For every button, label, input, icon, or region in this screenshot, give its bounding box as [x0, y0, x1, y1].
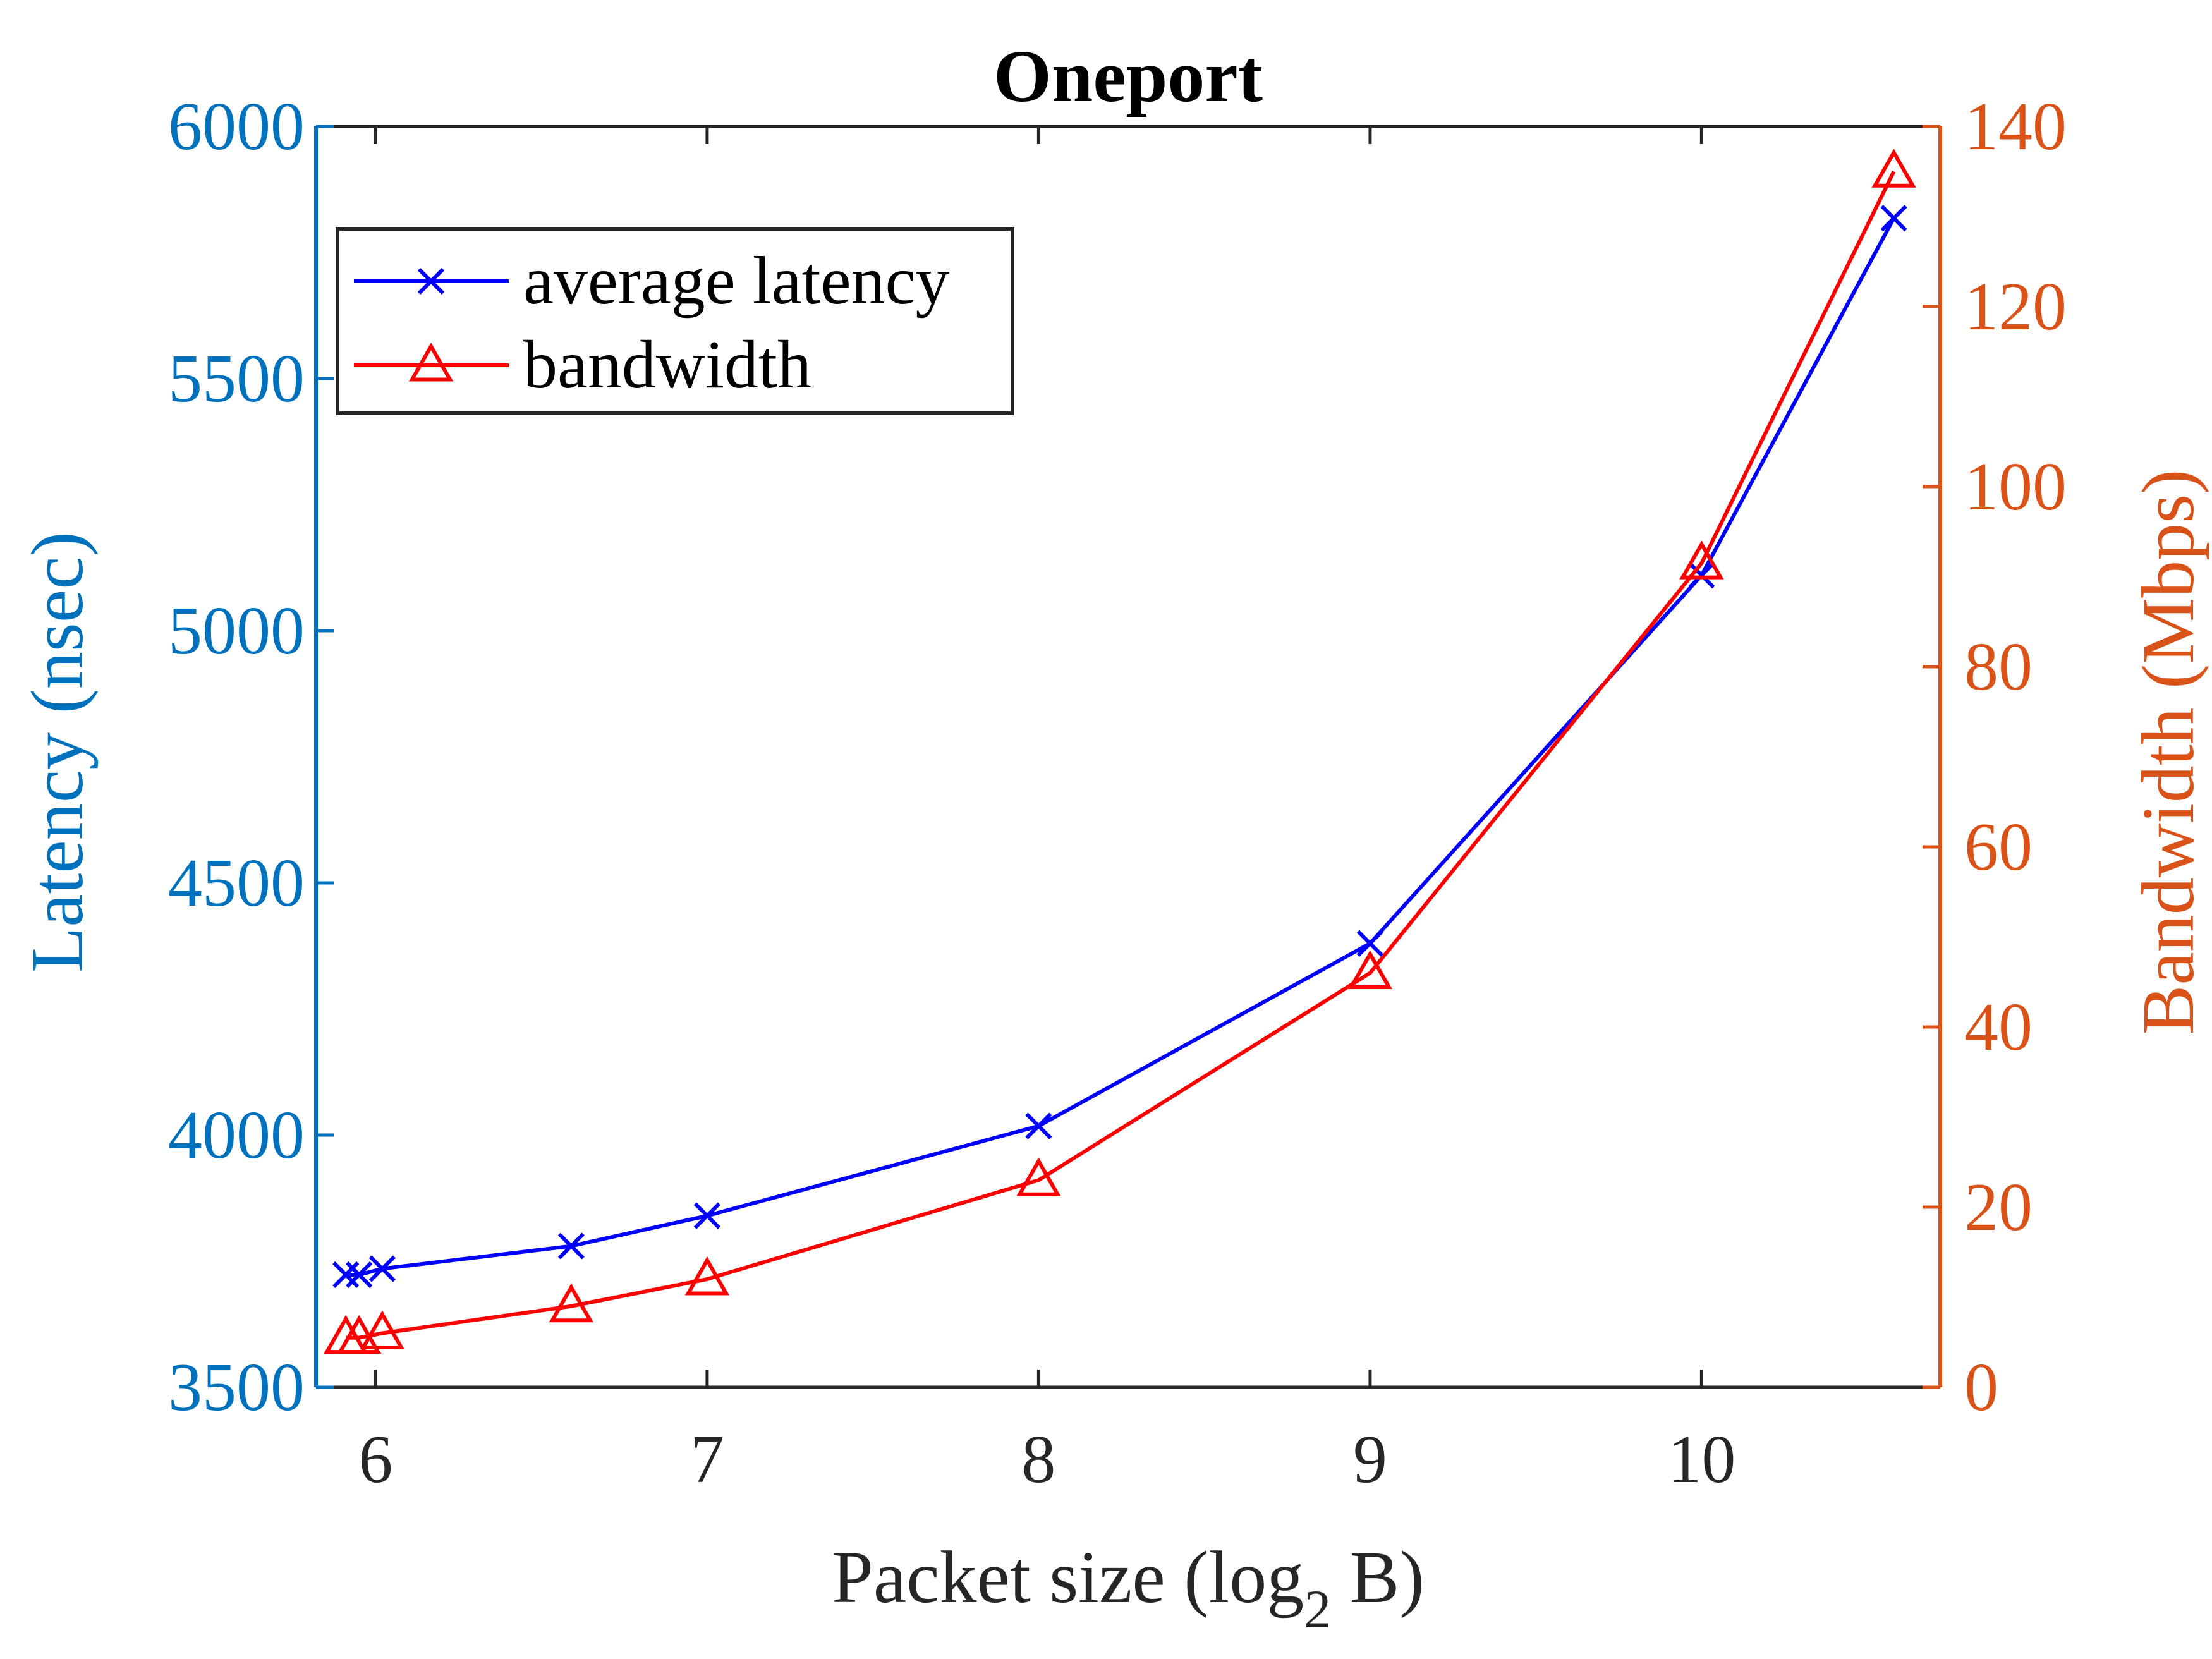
right-tick-label: 100 [1964, 449, 2067, 525]
right-y-ticks: 0 20 40 60 80 100 120 140 [1923, 89, 2067, 1425]
data-point-bandwidth [360, 1310, 405, 1349]
right-tick-label: 40 [1964, 990, 2033, 1065]
chart-title: Oneport [994, 35, 1263, 118]
right-y-axis-label: Bandwidth (Mbps) [2127, 470, 2209, 1035]
data-point-latency-stroke-b [1356, 930, 1383, 957]
legend-label-latency: average latency [523, 243, 950, 319]
plot-area [314, 125, 1942, 1389]
data-point-latency-stroke-b [368, 1255, 396, 1282]
right-tick-label: 60 [1964, 810, 2033, 885]
legend-entry-latency: average latency [354, 243, 950, 319]
x-axis-label: Packet size (log2 B) [832, 1536, 1425, 1639]
data-point-latency-stroke-b [693, 1202, 721, 1229]
left-y-ticks: 3500 4000 4500 5000 5500 6000 [168, 89, 334, 1425]
left-tick-label: 5500 [168, 341, 305, 416]
data-point-latency-stroke-b [557, 1232, 585, 1260]
data-point-bandwidth [1871, 149, 1916, 188]
right-tick-label: 120 [1964, 269, 2067, 344]
data-point-latency [557, 1232, 585, 1260]
data-point-bandwidth [1679, 540, 1724, 580]
x-axis-label-subscript: 2 [1304, 1579, 1331, 1639]
data-point-latency-stroke-b [1880, 205, 1907, 232]
legend-entry-bandwidth: bandwidth [354, 327, 811, 403]
x-tick-label: 8 [1021, 1422, 1055, 1497]
series-layer [324, 149, 1916, 1354]
x-axis-label-tail: B) [1331, 1536, 1425, 1619]
data-point-latency-stroke-b [1688, 562, 1715, 589]
left-tick-label: 4500 [168, 846, 305, 921]
left-tick-label: 6000 [168, 89, 305, 164]
x-tick-label: 9 [1353, 1422, 1387, 1497]
legend-box [336, 227, 1014, 415]
data-point-latency [1356, 930, 1383, 957]
left-tick-label: 3500 [168, 1350, 305, 1425]
legend-marker-latency [417, 267, 445, 295]
data-point-latency [1880, 205, 1907, 232]
data-point-bandwidth [1016, 1157, 1061, 1196]
data-point-latency-stroke-b [332, 1261, 360, 1289]
data-point-latency [693, 1202, 721, 1229]
x-tick-label: 7 [690, 1422, 724, 1497]
left-y-axis-label: Latency (nsec) [16, 532, 99, 973]
x-tick-label: 10 [1667, 1422, 1735, 1497]
data-point-bandwidth [549, 1283, 594, 1323]
x-axis-label-main: Packet size (log [832, 1536, 1304, 1619]
data-point-latency [1688, 562, 1715, 589]
series-line-bandwidth [346, 170, 1896, 1340]
right-tick-label: 80 [1964, 629, 2033, 705]
data-point-latency [1025, 1112, 1052, 1139]
right-tick-label: 20 [1964, 1170, 2033, 1245]
x-ticks: 6 7 8 9 10 [358, 126, 1735, 1497]
data-point-bandwidth [1347, 950, 1393, 989]
data-point-latency [368, 1255, 396, 1282]
data-point-bandwidth [684, 1256, 730, 1296]
left-tick-label: 5000 [168, 593, 305, 669]
legend-triangle-marker [408, 342, 454, 382]
legend-label-bandwidth: bandwidth [523, 327, 811, 403]
legend: average latency bandwidth [336, 227, 1014, 415]
data-point-latency-stroke-b [1025, 1112, 1052, 1139]
x-tick-label: 6 [358, 1422, 392, 1497]
data-point-latency [332, 1261, 360, 1289]
legend-x-marker [417, 267, 445, 295]
left-tick-label: 4000 [168, 1098, 305, 1173]
right-tick-label: 0 [1964, 1350, 1998, 1425]
legend-marker-bandwidth [408, 342, 454, 382]
right-tick-label: 140 [1964, 89, 2067, 164]
data-point-latency [346, 1261, 373, 1289]
data-point-latency-stroke-b [346, 1261, 373, 1289]
legend-x-marker-stroke-b [417, 267, 445, 295]
